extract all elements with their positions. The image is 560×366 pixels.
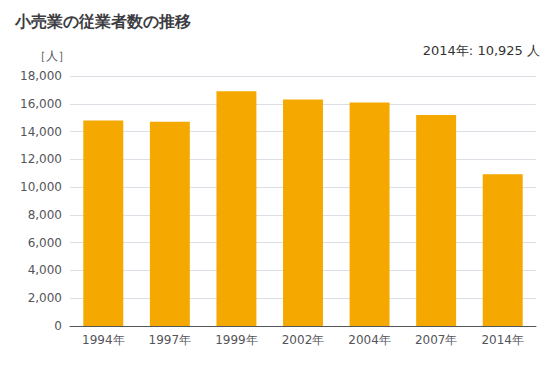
svg-text:2014年: 10,925 人: 2014年: 10,925 人	[423, 43, 540, 58]
svg-text:6,000: 6,000	[28, 236, 62, 250]
svg-text:2002年: 2002年	[282, 333, 325, 347]
svg-text:0: 0	[54, 319, 62, 333]
svg-text:10,000: 10,000	[20, 180, 62, 194]
svg-text:12,000: 12,000	[20, 152, 62, 166]
svg-text:2,000: 2,000	[28, 291, 62, 305]
svg-text:18,000: 18,000	[20, 69, 62, 83]
svg-text:14,000: 14,000	[20, 125, 62, 139]
svg-text:2004年: 2004年	[348, 333, 391, 347]
svg-text:［人］: ［人］	[34, 49, 70, 63]
svg-text:2014年: 2014年	[481, 333, 524, 347]
svg-text:1999年: 1999年	[215, 333, 258, 347]
svg-text:1997年: 1997年	[149, 333, 192, 347]
svg-text:16,000: 16,000	[20, 97, 62, 111]
svg-text:2007年: 2007年	[415, 333, 458, 347]
svg-text:1994年: 1994年	[82, 333, 125, 347]
svg-text:8,000: 8,000	[28, 208, 62, 222]
svg-text:小売業の従業者数の推移: 小売業の従業者数の推移	[14, 12, 191, 31]
svg-text:4,000: 4,000	[28, 263, 62, 277]
